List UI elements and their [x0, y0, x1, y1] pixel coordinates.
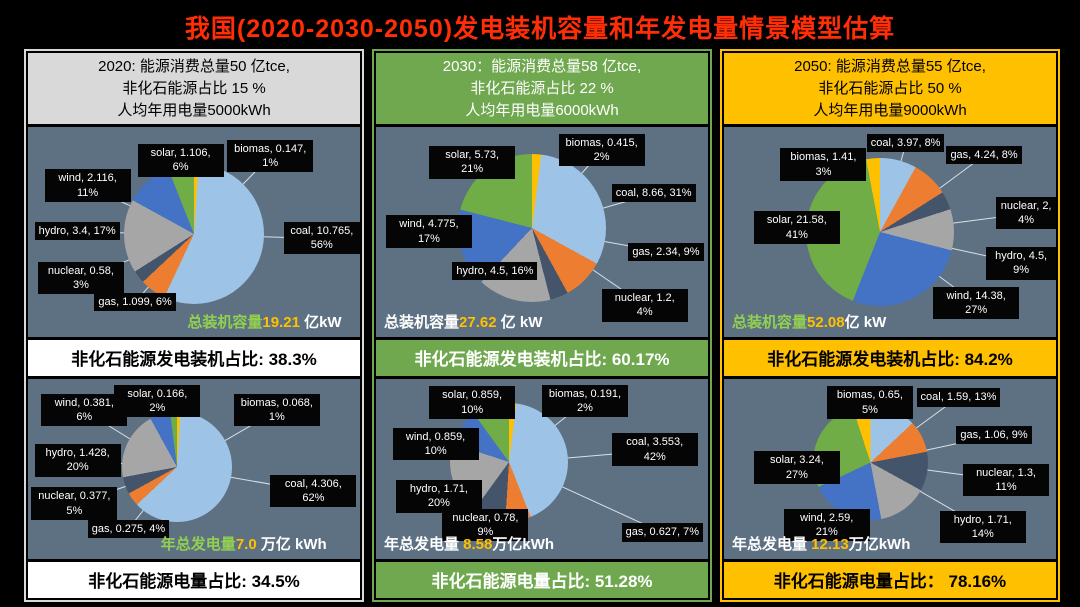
pie-label-gas: gas, 4.24, 8% [946, 146, 1022, 165]
pie-label-solar: solar, 21.58, 41% [753, 211, 840, 244]
pie-caption: 总装机容量27.62 亿 kW [384, 311, 542, 332]
pie-label-solar: solar, 0.859, 10% [429, 386, 516, 420]
pie-chart [122, 412, 233, 523]
scenario-header-2030: 2030：能源消费总量58 亿tce, 非化石能源占比 22 % 人均年用电量6… [376, 53, 708, 125]
caption-value: 12.13 [811, 536, 849, 554]
pie-caption: 年总发电量 12.13万亿kWh [732, 533, 910, 554]
header-line-3: 人均年用电量5000kWh [117, 101, 271, 119]
caption-prefix: 年总发电量 [732, 536, 812, 554]
pie-label-hydro: hydro, 3.4, 17% [34, 221, 120, 241]
caption-unit: 万亿kWh [848, 536, 911, 554]
header-line-2: 非化石能源占比 22 % [470, 79, 614, 97]
caption-prefix: 年总发电量 [384, 536, 464, 554]
pie-label-wind: wind, 0.859, 10% [392, 427, 479, 461]
capacity-pie-panel-2030: 总装机容量27.62 亿 kW biomas, 0.415, 2% coal, 8… [376, 127, 708, 338]
caption-value: 27.62 [459, 314, 497, 332]
pie-label-wind: wind, 0.381, 6% [41, 393, 128, 427]
pie-label-nuclear: nuclear, 0.58, 3% [37, 261, 124, 295]
pie-label-gas: gas, 2.34, 9% [628, 242, 704, 262]
caption-unit: 亿kW [299, 314, 342, 332]
pie-label-biomas: biomas, 0.65, 5% [826, 386, 913, 420]
caption-value: 52.08 [807, 314, 845, 332]
scenario-header-2020: 2020: 能源消费总量50 亿tce, 非化石能源占比 15 % 人均年用电量… [28, 53, 360, 125]
pie-label-biomas: biomas, 0.068, 1% [233, 393, 320, 427]
energy-pie-panel-2050: 年总发电量 12.13万亿kWh coal, 1.59, 13% gas, 1.0… [724, 379, 1056, 560]
pie-label-biomas: biomas, 0.415, 2% [558, 133, 645, 167]
pie-label-coal: coal, 3.553, 42% [611, 433, 698, 466]
pie-label-nuclear: nuclear, 0.377, 5% [31, 487, 118, 520]
caption-prefix: 总装机容量 [187, 314, 263, 332]
energy-pie-panel-2020: 年总发电量7.0 万亿 kWh biomas, 0.068, 1% coal, 4… [28, 379, 360, 560]
scenario-column-2050: 2050: 能源消费总量55 亿tce, 非化石能源占比 50 % 人均年用电量… [720, 49, 1060, 603]
pie-caption: 年总发电量7.0 万亿 kWh [161, 533, 327, 554]
pie-label-solar: solar, 0.166, 2% [114, 384, 201, 418]
pie-label-biomas: biomas, 0.191, 2% [542, 384, 628, 418]
caption-prefix: 总装机容量 [732, 314, 808, 332]
caption-unit: 万亿kWh [492, 536, 555, 554]
caption-unit: 亿 kW [496, 314, 543, 332]
pie-label-wind: wind, 2.116, 11% [44, 169, 131, 202]
energy-ratio-bar-2030: 非化石能源电量占比: 51.28% [376, 562, 708, 599]
pie-label-nuclear: nuclear, 1.2, 4% [601, 288, 688, 322]
pie-caption: 总装机容量52.08亿 kW [732, 311, 886, 332]
pie-label-biomas: biomas, 1.41, 3% [780, 148, 867, 181]
pie-label-coal: coal, 10.765, 56% [283, 221, 360, 255]
pie-label-nuclear: nuclear, 0.78, 9% [442, 508, 529, 542]
pie-label-hydro: hydro, 4.5, 16% [452, 261, 538, 280]
header-line-1: 2020: 能源消费总量50 亿tce, [98, 58, 290, 75]
pie-label-biomas: biomas, 0.147, 1% [227, 139, 314, 173]
pie-label-hydro: hydro, 1.428, 20% [34, 444, 121, 477]
page-title: 我国(2020-2030-2050)发电装机容量和年发电量情景模型估算 [184, 15, 896, 43]
caption-prefix: 年总发电量 [160, 536, 236, 554]
pie-label-gas: gas, 0.275, 4% [87, 519, 170, 538]
pie-label-wind: wind, 14.38, 27% [933, 286, 1020, 320]
pie-label-coal: coal, 8.66, 31% [611, 183, 696, 203]
pie-label-gas: gas, 0.627, 7% [621, 523, 704, 542]
scenario-column-2030: 2030：能源消费总量58 亿tce, 非化石能源占比 22 % 人均年用电量6… [372, 49, 712, 603]
pie-label-gas: gas, 1.099, 6% [94, 293, 176, 312]
header-line-1: 2030：能源消费总量58 亿tce, [442, 58, 642, 75]
caption-unit: 亿 kW [844, 314, 887, 332]
pie-label-hydro: hydro, 1.71, 20% [395, 480, 482, 513]
pie-label-gas: gas, 1.06, 9% [956, 426, 1032, 445]
pie-label-hydro: hydro, 1.71, 14% [939, 510, 1026, 544]
pie-label-hydro: hydro, 4.5, 9% [986, 246, 1056, 280]
caption-value: 8.58 [463, 536, 493, 554]
pie-label-coal: coal, 1.59, 13% [916, 388, 1001, 407]
scenario-columns: 2020: 能源消费总量50 亿tce, 非化石能源占比 15 % 人均年用电量… [0, 47, 1080, 603]
caption-value: 19.21 [262, 314, 300, 332]
header-line-2: 非化石能源占比 15 % [122, 79, 266, 97]
pie-caption: 年总发电量 8.58万亿kWh [384, 533, 554, 554]
scenario-column-2020: 2020: 能源消费总量50 亿tce, 非化石能源占比 15 % 人均年用电量… [24, 49, 364, 603]
energy-ratio-bar-2050: 非化石能源电量占比： 78.16% [724, 562, 1056, 599]
capacity-pie-panel-2020: 总装机容量19.21 亿kW biomas, 0.147, 1% coal, 10… [28, 127, 360, 338]
energy-ratio-bar-2020: 非化石能源电量占比: 34.5% [28, 562, 360, 599]
capacity-pie-panel-2050: 总装机容量52.08亿 kW coal, 3.97, 8% gas, 4.24, … [724, 127, 1056, 338]
pie-label-wind: wind, 2.59, 21% [783, 508, 870, 542]
header-line-3: 人均年用电量9000kWh [813, 101, 967, 119]
header-line-1: 2050: 能源消费总量55 亿tce, [794, 58, 986, 75]
caption-unit: 万亿 kWh [256, 536, 327, 554]
pie-label-coal: coal, 4.306, 62% [270, 474, 357, 508]
pie-label-nuclear: nuclear, 1.3, 11% [963, 463, 1050, 497]
pie-label-wind: wind, 4.775, 17% [385, 215, 472, 249]
pie-label-nuclear: nuclear, 2, 4% [996, 196, 1056, 230]
pie-label-solar: solar, 1.106, 6% [137, 144, 224, 177]
caption-value: 7.0 [235, 536, 257, 554]
capacity-ratio-bar-2030: 非化石能源发电装机占比: 60.17% [376, 340, 708, 377]
pie-label-coal: coal, 3.97, 8% [866, 133, 945, 152]
pie-chart [124, 164, 264, 305]
pie-label-solar: solar, 5.73, 21% [429, 146, 516, 179]
pie-label-solar: solar, 3.24, 27% [753, 451, 840, 484]
capacity-ratio-bar-2050: 非化石能源发电装机占比: 84.2% [724, 340, 1056, 377]
caption-prefix: 总装机容量 [384, 314, 460, 332]
header-line-2: 非化石能源占比 50 % [818, 79, 962, 97]
scenario-header-2050: 2050: 能源消费总量55 亿tce, 非化石能源占比 50 % 人均年用电量… [724, 53, 1056, 125]
energy-pie-panel-2030: 年总发电量 8.58万亿kWh biomas, 0.191, 2% coal, 3… [376, 379, 708, 560]
capacity-ratio-bar-2020: 非化石能源发电装机占比: 38.3% [28, 340, 360, 377]
header-line-3: 人均年用电量6000kWh [465, 101, 619, 119]
pie-caption: 总装机容量19.21 亿kW [187, 311, 341, 332]
